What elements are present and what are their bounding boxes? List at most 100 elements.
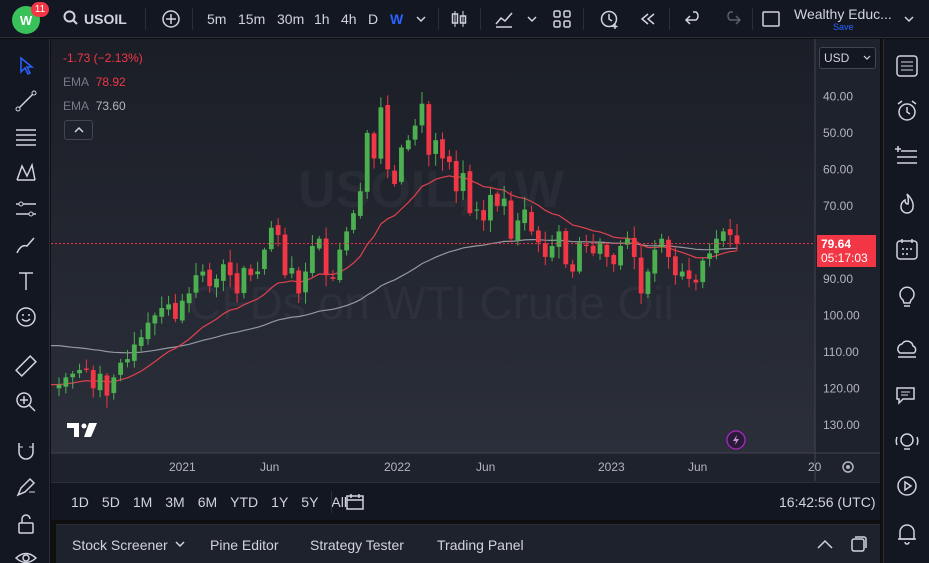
candle-body	[549, 246, 555, 258]
time-tick-label: 2022	[384, 460, 411, 474]
eye-icon[interactable]	[13, 545, 39, 563]
indicators-icon[interactable]	[493, 8, 515, 30]
undo-icon[interactable]	[683, 8, 705, 30]
last-price-label: 79.64 05:17:03	[817, 234, 876, 267]
candle-body	[563, 231, 569, 265]
watchlist-icon[interactable]	[894, 53, 920, 79]
ema-fast-line	[51, 175, 738, 386]
streams-icon[interactable]	[894, 337, 920, 363]
drawing-mode-icon[interactable]	[13, 474, 39, 500]
cursor-icon[interactable]	[13, 53, 39, 79]
search-icon[interactable]	[62, 9, 80, 27]
range-button-1d[interactable]: 1D	[71, 494, 89, 510]
candle-body	[631, 238, 637, 257]
currency-selector[interactable]: USD	[819, 47, 876, 69]
utc-clock[interactable]: 16:42:56 (UTC)	[779, 494, 876, 510]
range-button-ytd[interactable]: YTD	[230, 494, 259, 510]
alert-clock-icon[interactable]	[598, 8, 620, 30]
notifications-bell-icon[interactable]	[894, 520, 920, 546]
lock-icon[interactable]	[13, 511, 39, 537]
layout-grid-icon[interactable]	[551, 8, 573, 30]
text-tool-icon[interactable]	[13, 268, 39, 294]
ema-fast-path	[51, 175, 738, 386]
interval-w[interactable]: W	[390, 11, 404, 27]
candle-body	[707, 253, 713, 259]
compare-add-icon[interactable]	[160, 8, 182, 30]
range-button-5y[interactable]: 5Y	[301, 494, 319, 510]
ema-fast-value: 78.92	[95, 75, 126, 89]
hotlist-fire-icon[interactable]	[894, 191, 920, 217]
data-window-icon[interactable]	[894, 143, 920, 169]
replay-icon[interactable]	[637, 8, 659, 30]
candle-body	[515, 220, 521, 241]
price-chart[interactable]: USOIL, 1W CFDs on WTI Crude Oil 130.00 12…	[51, 39, 880, 520]
zoom-in-icon[interactable]	[13, 389, 39, 415]
candle-body	[467, 171, 473, 214]
range-button-3m[interactable]: 3M	[165, 494, 185, 510]
tab-pine-editor[interactable]: Pine Editor	[210, 537, 279, 553]
collapse-legend-button[interactable]	[64, 120, 93, 140]
interval-15m[interactable]: 15m	[238, 11, 266, 27]
candles-chart-type-icon[interactable]	[448, 8, 470, 30]
tab-strategy-tester[interactable]: Strategy Tester	[310, 537, 404, 553]
forecast-icon[interactable]	[13, 196, 39, 222]
range-button-all[interactable]: All	[331, 494, 347, 510]
fib-retracement-icon[interactable]	[13, 124, 39, 150]
chevron-up-icon[interactable]	[816, 538, 834, 550]
broadcast-icon[interactable]	[894, 473, 920, 499]
candle-body	[214, 278, 219, 288]
range-buttons: 1D 5D 1M 3M 6M YTD 1Y 5Y All	[71, 494, 360, 510]
candle-body	[378, 107, 384, 159]
goto-date-icon[interactable]	[345, 493, 365, 511]
interval-5m[interactable]: 5m	[207, 11, 227, 27]
candle-body	[460, 173, 466, 192]
maximize-panel-icon[interactable]	[850, 535, 868, 553]
candle-body	[399, 147, 404, 182]
magnet-icon[interactable]	[13, 438, 39, 464]
ema-fast-legend[interactable]: EMA 78.92	[63, 75, 126, 89]
save-button[interactable]: Save	[833, 22, 854, 32]
candle-body	[412, 125, 418, 140]
calendar-icon[interactable]	[894, 236, 920, 262]
redo-icon[interactable]	[721, 8, 743, 30]
brush-icon[interactable]	[13, 232, 39, 258]
chats-icon[interactable]	[894, 384, 920, 410]
interval-30m[interactable]: 30m	[277, 11, 305, 27]
range-button-1y[interactable]: 1Y	[271, 494, 289, 510]
ideas-bulb-icon[interactable]	[894, 283, 920, 309]
emoji-icon[interactable]	[13, 304, 39, 330]
interval-4h[interactable]: 4h	[341, 11, 357, 27]
layout-name[interactable]: Wealthy Educ...	[794, 6, 892, 22]
range-button-1m[interactable]: 1M	[132, 494, 153, 510]
bottom-panel-tabs: Stock Screener Pine Editor Strategy Test…	[56, 524, 880, 563]
chevron-down-icon[interactable]	[175, 540, 185, 548]
fullscreen-icon[interactable]	[760, 8, 782, 30]
gear-icon[interactable]	[842, 461, 854, 473]
range-button-5d[interactable]: 5D	[101, 494, 120, 510]
range-button-6m[interactable]: 6M	[197, 494, 218, 510]
interval-1h[interactable]: 1h	[314, 11, 330, 27]
symbol-search-button[interactable]: USOIL	[84, 11, 127, 27]
candle-body	[166, 304, 171, 310]
interval-d[interactable]: D	[368, 11, 379, 27]
chevron-down-icon[interactable]	[410, 8, 432, 30]
chevron-down-icon[interactable]	[898, 8, 920, 30]
lightning-icon[interactable]	[726, 430, 746, 450]
logo-text: W	[19, 12, 33, 28]
ema-slow-value: 73.60	[95, 99, 126, 113]
candle-body	[446, 156, 452, 163]
tips-icon[interactable]	[894, 429, 920, 455]
candle-body	[604, 244, 610, 257]
alarm-clock-icon[interactable]	[894, 98, 920, 124]
tab-stock-screener[interactable]: Stock Screener	[72, 537, 168, 553]
chart-pane[interactable]: USOIL, 1W CFDs on WTI Crude Oil 130.00 12…	[51, 39, 880, 520]
chevron-down-icon[interactable]	[521, 8, 543, 30]
price-tick-label: 130.00	[823, 418, 860, 432]
ruler-icon[interactable]	[13, 353, 39, 379]
pattern-icon[interactable]	[13, 160, 39, 186]
candle-body	[481, 210, 487, 221]
candle-body	[90, 370, 96, 389]
trend-line-icon[interactable]	[13, 88, 39, 114]
tab-trading-panel[interactable]: Trading Panel	[437, 537, 524, 553]
ema-slow-legend[interactable]: EMA 73.60	[63, 99, 126, 113]
